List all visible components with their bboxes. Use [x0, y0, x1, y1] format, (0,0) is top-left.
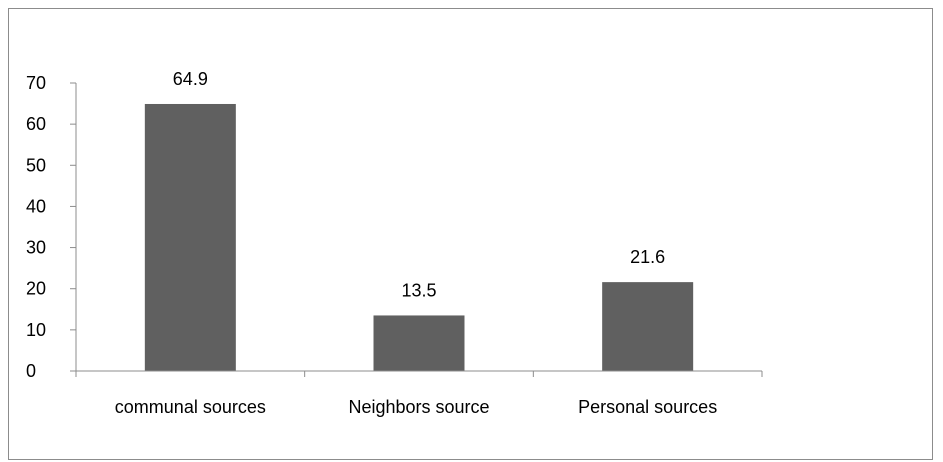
- y-tick-label: 60: [26, 114, 46, 134]
- y-axis-ticks: [70, 82, 76, 372]
- y-tick-label: 70: [26, 73, 46, 93]
- x-category-label: Neighbors source: [348, 397, 489, 417]
- bar-data-labels: 64.9 13.5 21.6: [173, 69, 665, 300]
- bar-series: [144, 103, 694, 372]
- y-tick-label: 30: [26, 238, 46, 258]
- x-category-label: communal sources: [115, 397, 266, 417]
- y-tick-label: 20: [26, 279, 46, 299]
- bar-data-label: 13.5: [401, 280, 436, 300]
- bar-data-label: 21.6: [630, 247, 665, 267]
- x-axis-ticks: [75, 371, 763, 377]
- y-tick-label: 40: [26, 196, 46, 216]
- bar: [373, 315, 465, 371]
- bar: [144, 103, 236, 372]
- y-tick-label: 0: [26, 361, 36, 381]
- y-axis-tick-labels: 0 10 20 30 40 50 60 70: [26, 73, 46, 381]
- bar: [602, 282, 694, 371]
- x-axis-category-labels: communal sources Neighbors source Personal…: [115, 397, 717, 417]
- y-tick-label: 50: [26, 155, 46, 175]
- bar-data-label: 64.9: [173, 69, 208, 89]
- y-tick-label: 10: [26, 320, 46, 340]
- x-category-label: Personal sources: [578, 397, 717, 417]
